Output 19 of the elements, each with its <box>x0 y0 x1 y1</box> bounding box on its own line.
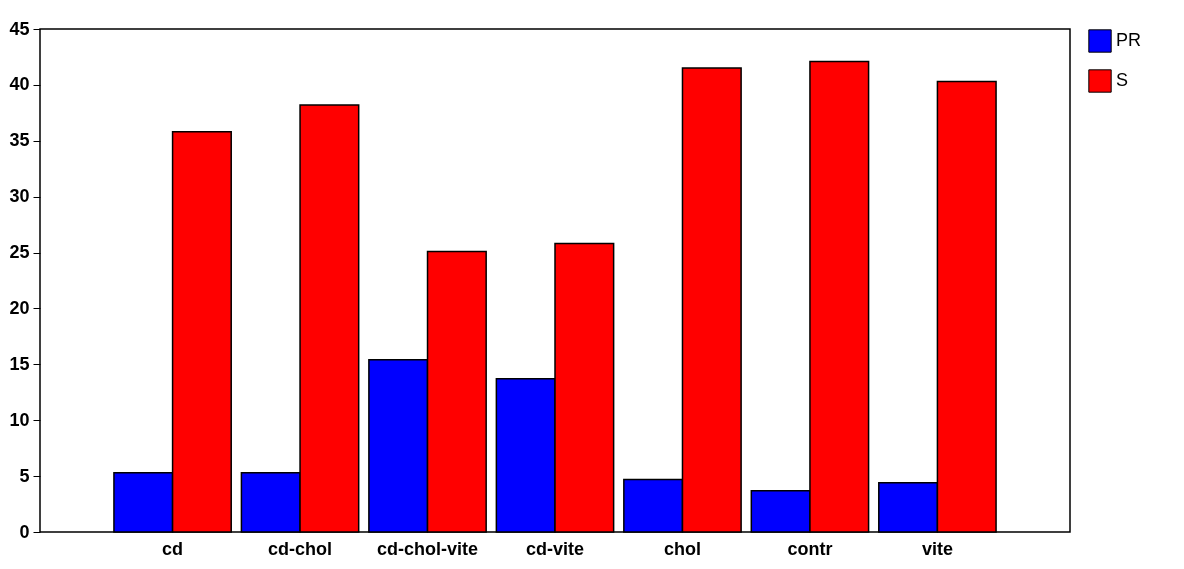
x-tick-label: cd-chol <box>268 538 333 559</box>
x-tick-label: contr <box>787 538 833 559</box>
x-tick-label: cd-chol-vite <box>377 538 479 559</box>
y-tick-label: 25 <box>9 242 30 263</box>
x-tick-label: cd <box>162 538 184 559</box>
legend-label: PR <box>1116 30 1142 50</box>
y-tick-label: 15 <box>9 353 30 374</box>
y-tick-label: 5 <box>19 465 30 486</box>
y-tick-label: 40 <box>9 74 30 95</box>
y-tick-label: 0 <box>19 521 30 542</box>
legend-label: S <box>1116 70 1129 90</box>
y-tick-label: 10 <box>9 409 30 430</box>
x-tick-label: vite <box>921 538 953 559</box>
y-tick-label: 20 <box>9 297 30 318</box>
x-tick-label: cd-vite <box>525 538 585 559</box>
y-tick-label: 35 <box>9 130 30 151</box>
y-tick-label: 45 <box>9 18 30 39</box>
y-tick-label: 30 <box>9 186 30 207</box>
x-tick-label: chol <box>663 538 701 559</box>
